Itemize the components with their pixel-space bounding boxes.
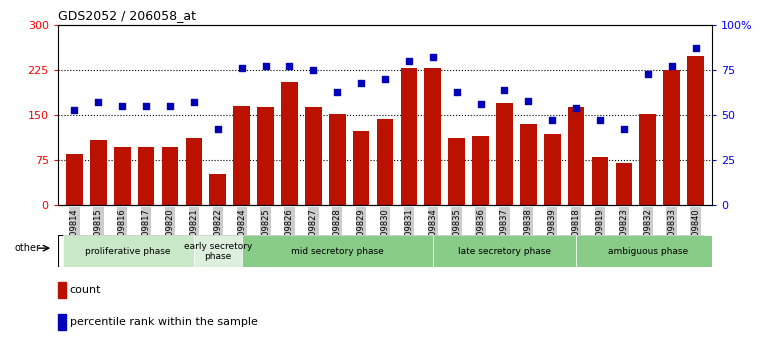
Bar	[66, 154, 83, 205]
Bar	[576, 235, 719, 267]
Point	[594, 118, 606, 123]
Bar	[186, 138, 203, 205]
Point	[307, 67, 320, 73]
Bar	[400, 68, 417, 205]
Text: GDS2052 / 206058_at: GDS2052 / 206058_at	[58, 9, 196, 22]
Bar	[639, 114, 656, 205]
Point	[689, 45, 701, 51]
Bar	[663, 70, 680, 205]
Point	[498, 87, 511, 93]
Bar	[114, 147, 131, 205]
Point	[403, 58, 415, 64]
Point	[92, 99, 105, 105]
Bar	[520, 124, 537, 205]
Bar	[591, 157, 608, 205]
Bar	[194, 235, 242, 267]
Bar	[448, 138, 465, 205]
Point	[522, 98, 534, 103]
Point	[379, 76, 391, 82]
Point	[69, 107, 81, 113]
Text: ambiguous phase: ambiguous phase	[608, 247, 688, 256]
Bar	[281, 82, 298, 205]
Point	[450, 89, 463, 95]
Text: percentile rank within the sample: percentile rank within the sample	[69, 317, 257, 327]
Point	[427, 55, 439, 60]
Bar	[62, 235, 194, 267]
Text: count: count	[69, 285, 101, 296]
Point	[164, 103, 176, 109]
Bar	[305, 107, 322, 205]
Point	[570, 105, 582, 111]
Bar	[472, 136, 489, 205]
Text: late secretory phase: late secretory phase	[458, 247, 551, 256]
Bar	[329, 114, 346, 205]
Point	[259, 63, 272, 69]
Point	[665, 63, 678, 69]
Text: mid secretory phase: mid secretory phase	[291, 247, 383, 256]
Bar	[242, 235, 433, 267]
Point	[474, 101, 487, 107]
Point	[331, 89, 343, 95]
Bar	[615, 163, 632, 205]
Bar	[567, 107, 584, 205]
Point	[116, 103, 129, 109]
Text: early secretory
phase: early secretory phase	[183, 242, 252, 261]
Bar	[353, 131, 370, 205]
Point	[236, 65, 248, 71]
Point	[355, 80, 367, 85]
Bar	[544, 134, 561, 205]
Point	[641, 71, 654, 76]
Bar	[90, 140, 107, 205]
Bar	[424, 68, 441, 205]
Bar	[496, 103, 513, 205]
Bar	[209, 174, 226, 205]
Point	[188, 99, 200, 105]
Bar	[58, 282, 65, 298]
Bar	[687, 56, 704, 205]
Point	[618, 127, 630, 132]
Bar	[233, 106, 250, 205]
Text: other: other	[15, 243, 41, 253]
Bar	[58, 314, 65, 330]
Point	[140, 103, 152, 109]
Text: proliferative phase: proliferative phase	[85, 247, 171, 256]
Bar	[433, 235, 576, 267]
Point	[212, 127, 224, 132]
Point	[283, 63, 296, 69]
Bar	[377, 119, 393, 205]
Bar	[257, 107, 274, 205]
Bar	[162, 147, 179, 205]
Bar	[138, 147, 155, 205]
Point	[546, 118, 558, 123]
